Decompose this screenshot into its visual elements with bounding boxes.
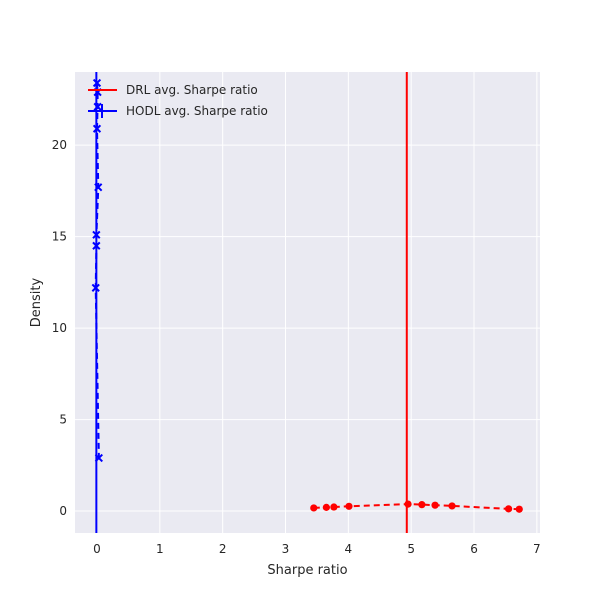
density-point <box>448 502 456 510</box>
density-point <box>418 501 426 509</box>
x-axis-label: Sharpe ratio <box>267 563 347 578</box>
x-tick-label: 5 <box>407 542 415 556</box>
x-tick-label: 2 <box>219 542 227 556</box>
density-point <box>310 504 318 512</box>
density-point <box>345 502 353 510</box>
density-point <box>92 124 102 133</box>
density-point <box>504 505 513 513</box>
density-point <box>515 505 523 513</box>
legend-label-hodl: HODL avg. Sharpe ratio <box>126 104 268 118</box>
density-point <box>93 102 102 111</box>
legend: DRL avg. Sharpe ratio HODL avg. Sharpe r… <box>88 83 268 118</box>
x-tick-label: 1 <box>156 542 164 556</box>
plot-area <box>75 72 540 533</box>
y-axis-label: Density <box>29 277 44 327</box>
y-tick-label: 20 <box>52 138 67 152</box>
ticks: 0 1 2 3 4 5 6 7 0 5 10 15 20 <box>52 138 541 556</box>
density-point <box>322 503 330 511</box>
grid <box>75 72 540 533</box>
y-tick-label: 0 <box>59 504 67 518</box>
density-point <box>92 230 101 239</box>
x-tick-label: 6 <box>470 542 478 556</box>
x-tick-label: 4 <box>345 542 353 556</box>
density-point <box>94 183 103 192</box>
density-point <box>330 503 338 511</box>
density-line-2 <box>313 503 520 511</box>
density-point <box>404 500 412 508</box>
x-tick-label: 0 <box>93 542 101 556</box>
legend-label-drl: DRL avg. Sharpe ratio <box>126 83 258 97</box>
y-tick-label: 10 <box>52 321 67 335</box>
density-point <box>94 453 103 463</box>
density-point <box>92 78 102 88</box>
data-layer <box>91 72 523 533</box>
x-tick-label: 3 <box>282 542 290 556</box>
x-tick-label: 7 <box>533 542 541 556</box>
density-point <box>91 283 100 292</box>
y-tick-label: 5 <box>59 413 67 427</box>
density-point <box>431 501 439 509</box>
y-tick-label: 15 <box>52 230 67 244</box>
density-point <box>92 241 101 250</box>
